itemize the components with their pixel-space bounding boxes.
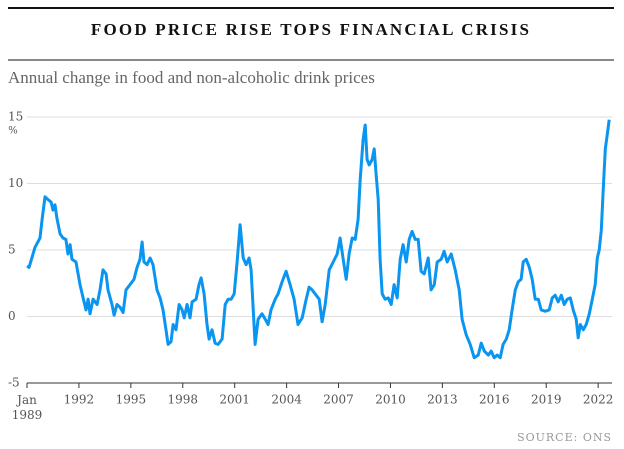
x-tick-label: 2001 [219,393,250,407]
x-tick-label: 2022 [583,393,614,407]
y-unit: % [8,126,18,137]
x-tick-label: 2016 [479,393,510,407]
y-tick-label: -5 [8,376,20,390]
y-tick-label: 10 [8,176,23,190]
y-tick-label: 15 [8,110,23,124]
source: SOURCE: ONS [517,431,612,444]
x-tick-label: 1998 [167,393,198,407]
x-tick-label: 1995 [116,393,147,407]
y-tick-label: 0 [8,309,16,323]
data-line [26,119,611,360]
x-tick-label: 1992 [64,393,95,407]
y-tick-label: 5 [8,243,16,257]
x-tick-label: 2019 [531,393,562,407]
x-tick-label: 2007 [323,393,354,407]
x-tick-label: Jan 1989 [12,393,43,422]
chart-subtitle: Annual change in food and non-alcoholic … [8,68,375,87]
x-tick-label: 2013 [427,393,458,407]
x-tick-label: 2004 [271,393,302,407]
x-tick-label: 2010 [375,393,406,407]
chart-title: FOOD PRICE RISE TOPS FINANCIAL CRISIS [91,20,531,39]
